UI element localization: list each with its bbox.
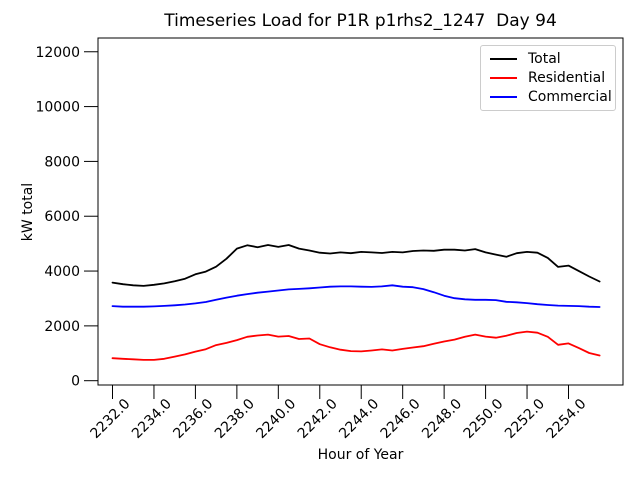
y-tick-label: 12000: [35, 45, 80, 61]
x-tick-label: 2234.0: [129, 396, 175, 442]
y-tick-label: 8000: [44, 154, 80, 170]
x-tick-label: 2236.0: [170, 396, 216, 442]
x-tick-label: 2252.0: [502, 396, 548, 442]
y-tick-label: 2000: [44, 319, 80, 335]
x-tick-label: 2250.0: [461, 396, 507, 442]
x-tick-label: 2242.0: [295, 396, 341, 442]
chart-title: Timeseries Load for P1R p1rhs2_1247 Day …: [164, 11, 557, 31]
series-line-residential: [111, 330, 601, 361]
legend-line-commercial-icon: [490, 95, 517, 98]
x-tick-label: 2244.0: [336, 396, 382, 442]
x-axis-label: Hour of Year: [317, 447, 404, 463]
x-tick-label: 2248.0: [419, 396, 465, 442]
x-tick-label: 2232.0: [88, 396, 134, 442]
legend-item-residential: Residential: [490, 71, 606, 85]
y-tick-label: 0: [71, 374, 80, 390]
legend-label-commercial: Commercial: [528, 88, 612, 105]
legend-item-commercial: Commercial: [490, 90, 612, 104]
y-tick-label: 6000: [44, 209, 80, 225]
y-tick-label: 4000: [44, 264, 80, 280]
x-tick-label: 2238.0: [212, 396, 258, 442]
legend: Total Residential Commercial: [480, 45, 616, 111]
series-line-total: [111, 244, 601, 287]
legend-label-total: Total: [528, 51, 561, 68]
series-line-commercial: [111, 284, 601, 308]
y-tick-label: 10000: [35, 100, 80, 116]
legend-label-residential: Residential: [528, 69, 606, 86]
legend-line-total-icon: [490, 58, 517, 61]
legend-line-residential-icon: [490, 76, 517, 79]
x-tick-label: 2254.0: [544, 396, 590, 442]
x-tick-label: 2246.0: [378, 396, 424, 442]
legend-item-total: Total: [490, 52, 606, 66]
axes-frame: [97, 37, 624, 386]
x-tick-label: 2240.0: [253, 396, 299, 442]
y-axis-label: kW total: [20, 182, 36, 242]
